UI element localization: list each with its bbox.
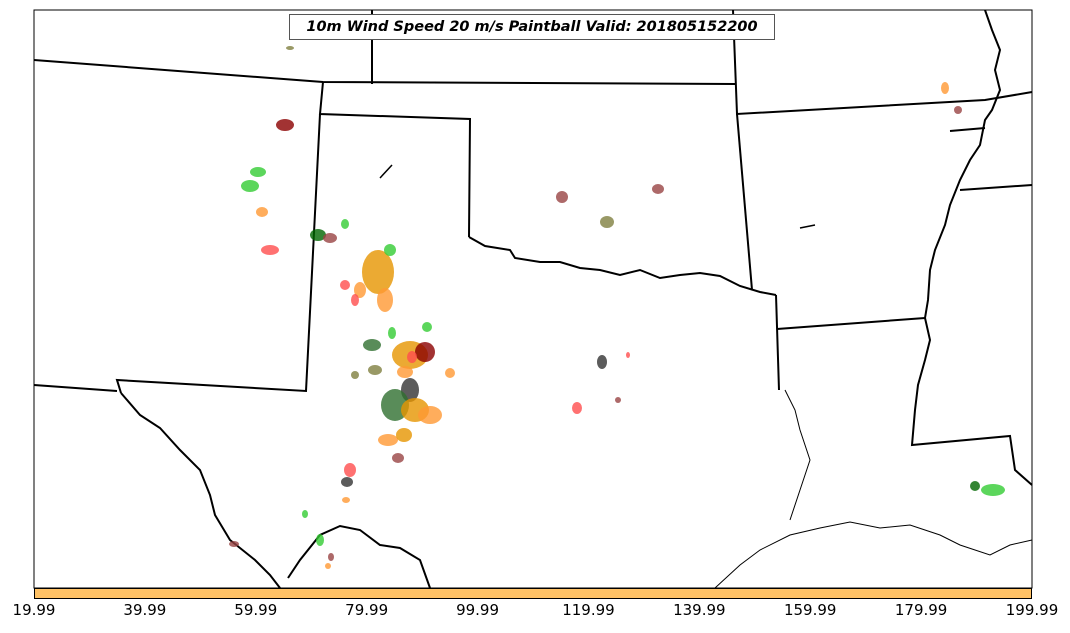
colorbar-tick-label: 19.99 <box>12 601 56 619</box>
border-tn-ms <box>959 184 1033 191</box>
wind-paintball-blob <box>556 191 568 203</box>
wind-paintball-blob <box>445 368 455 378</box>
wind-paintball-blob <box>344 463 356 477</box>
plot-frame <box>33 9 1033 589</box>
colorbar-tick-label: 59.99 <box>234 601 278 619</box>
colorbar-tick-label: 199.99 <box>1005 601 1059 619</box>
wind-paintball-blob <box>388 327 396 339</box>
wind-paintball-blob <box>362 250 394 294</box>
wind-paintball-blob <box>396 428 412 442</box>
sabine-coast <box>784 389 811 521</box>
wind-paintball-blob <box>422 322 432 332</box>
wind-paintball-blob <box>342 497 350 503</box>
wind-paintball-blob <box>397 366 413 378</box>
border-red-river <box>468 236 777 296</box>
wind-paintball-blob <box>286 46 294 50</box>
border-nm-south <box>33 384 118 392</box>
wind-paintball-blob <box>970 481 980 491</box>
border-ok-ar <box>736 113 753 291</box>
border-mississippi <box>910 9 1033 486</box>
border-panhandle <box>318 81 472 238</box>
lake-feature <box>799 224 816 229</box>
wind-paintball-layer <box>229 46 1005 569</box>
wind-paintball-blob <box>597 355 607 369</box>
wind-paintball-blob <box>276 119 294 131</box>
map-title: 10m Wind Speed 20 m/s Paintball Valid: 2… <box>289 14 775 40</box>
wind-paintball-blob <box>351 294 359 306</box>
wind-paintball-blob <box>368 365 382 375</box>
wind-paintball-blob <box>340 280 350 290</box>
border-ks-mo-north <box>732 9 1033 116</box>
state-borders <box>33 9 1033 589</box>
wind-paintball-blob <box>354 282 366 298</box>
wind-paintball-blob <box>572 402 582 414</box>
wind-paintball-blob <box>316 534 324 546</box>
colorbar-tick-label: 119.99 <box>562 601 615 619</box>
wind-paintball-blob <box>351 371 359 379</box>
border-ar-la <box>776 317 926 330</box>
wind-paintball-blob <box>384 244 396 256</box>
wind-paintball-blob <box>954 106 962 114</box>
wind-paintball-blob <box>418 406 442 424</box>
wind-paintball-blob <box>600 216 614 228</box>
wind-paintball-blob <box>256 207 268 217</box>
wind-paintball-blob <box>981 484 1005 496</box>
colorbar-tick-label: 39.99 <box>123 601 167 619</box>
wind-paintball-blob <box>378 434 398 446</box>
colorbar-tick-label: 139.99 <box>673 601 726 619</box>
wind-paintball-blob <box>626 352 630 358</box>
wind-paintball-blob <box>415 342 435 362</box>
border-tx-la <box>775 294 780 391</box>
wind-paintball-blob <box>323 233 337 243</box>
wind-paintball-blob <box>377 288 393 312</box>
wind-paintball-blob <box>341 219 349 229</box>
border-nm-tx <box>115 113 321 394</box>
wind-paintball-blob <box>407 351 417 363</box>
wind-paintball-blob <box>392 453 404 463</box>
wind-paintball-blob <box>241 180 259 192</box>
wind-paintball-blob <box>250 167 266 177</box>
wind-paintball-blob <box>302 510 308 518</box>
colorbar-tick-label: 99.99 <box>456 601 500 619</box>
wind-paintball-blob <box>363 339 381 351</box>
wind-paintball-blob <box>229 541 239 547</box>
wind-paintball-blob <box>652 184 664 194</box>
wind-paintball-blob <box>328 553 334 561</box>
wind-paintball-blob <box>341 477 353 487</box>
colorbar <box>34 588 1032 599</box>
reservoir-feature <box>379 164 393 179</box>
colorbar-tick-label: 159.99 <box>783 601 837 619</box>
colorbar-tick-label: 79.99 <box>345 601 389 619</box>
gulf-coastline <box>714 521 1033 589</box>
wind-paintball-blob <box>325 563 331 569</box>
border-rio-grande <box>120 392 281 589</box>
wind-paintball-blob <box>941 82 949 94</box>
wind-paintball-blob <box>615 397 621 403</box>
colorbar-tick-label: 179.99 <box>894 601 948 619</box>
wind-paintball-blob <box>310 229 326 241</box>
border-texas-big-bend <box>287 524 431 589</box>
wind-paintball-blob <box>261 245 279 255</box>
border-mo-tn <box>949 127 986 132</box>
